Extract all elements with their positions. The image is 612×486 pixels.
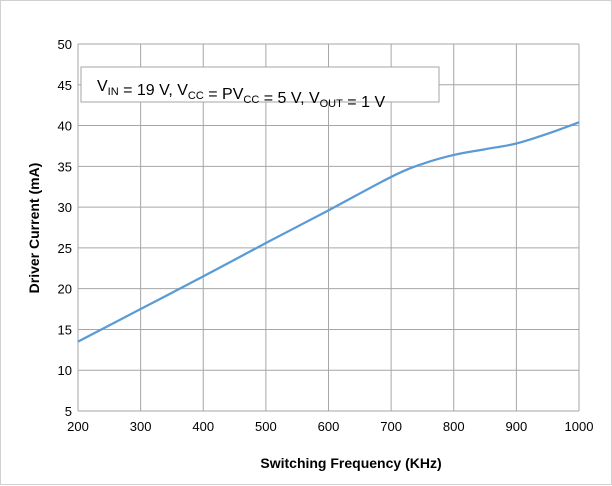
- y-tick-label: 20: [58, 282, 72, 297]
- annotation-text-part: = PV: [204, 86, 244, 103]
- x-axis-title: Switching Frequency (KHz): [260, 455, 441, 471]
- x-tick-label: 900: [506, 419, 528, 434]
- y-tick-labels: 5 10 15 20 25 30 35 40 45 50: [58, 37, 72, 419]
- y-tick-label: 50: [58, 37, 72, 52]
- driver-current-line: [77, 121, 580, 343]
- annotation-text-part: V: [97, 78, 108, 95]
- y-tick-label: 5: [65, 404, 72, 419]
- y-tick-label: 30: [58, 200, 72, 215]
- x-tick-label: 200: [67, 419, 89, 434]
- y-tick-label: 35: [58, 159, 72, 174]
- y-tick-label: 10: [58, 363, 72, 378]
- annotation-text-part: = 5 V, V: [259, 90, 320, 107]
- annotation-subscript: CC: [243, 94, 259, 106]
- annotation-subscript: OUT: [320, 98, 344, 110]
- annotation-text: VIN = 19 V, VCC = PVCC = 5 V, VOUT = 1 V: [97, 78, 385, 111]
- annotation-text-part: = 19 V, V: [119, 82, 189, 99]
- y-axis-title: Driver Current (mA): [26, 163, 42, 294]
- x-tick-label: 400: [192, 419, 214, 434]
- x-tick-label: 500: [255, 419, 277, 434]
- annotation-subscript: IN: [108, 86, 119, 98]
- annotation-text-part: = 1 V: [343, 94, 386, 111]
- x-tick-label: 600: [318, 419, 340, 434]
- y-tick-label: 40: [58, 119, 72, 134]
- x-tick-label: 1000: [565, 419, 594, 434]
- x-tick-label: 300: [130, 419, 152, 434]
- x-tick-label: 800: [443, 419, 465, 434]
- y-tick-label: 25: [58, 241, 72, 256]
- gridlines: [77, 43, 580, 412]
- annotation-subscript: CC: [188, 90, 204, 102]
- annotation-box-border: [80, 66, 440, 103]
- x-tick-labels: 200 300 400 500 600 700 800 900 1000: [67, 419, 593, 434]
- y-tick-label: 15: [58, 322, 72, 337]
- series-layer: [77, 121, 580, 343]
- annotation-box: VIN = 19 V, VCC = PVCC = 5 V, VOUT = 1 V: [80, 66, 440, 111]
- x-tick-label: 700: [380, 419, 402, 434]
- y-tick-label: 45: [58, 78, 72, 93]
